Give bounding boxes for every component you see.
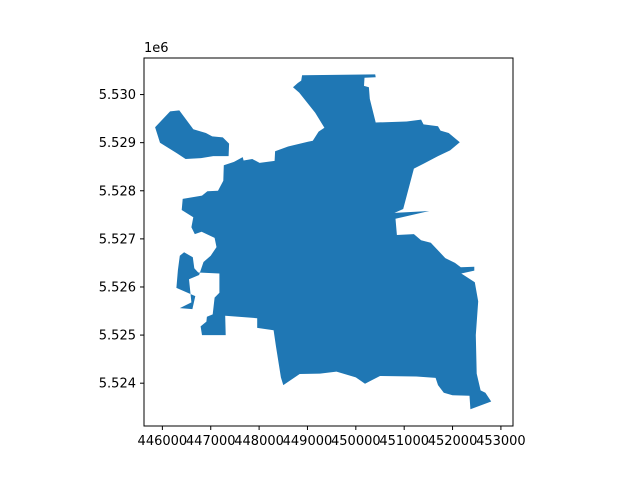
x-tick-label: 448000 [234, 434, 284, 449]
x-tick-label: 447000 [186, 434, 236, 449]
x-tick-label: 446000 [138, 434, 188, 449]
y-tick-label: 5.525 [99, 329, 136, 344]
x-tick-label: 450000 [331, 434, 381, 449]
map-shapes [155, 74, 492, 410]
y-tick-label: 5.527 [99, 232, 136, 247]
city-boundary-west-lobe [155, 110, 230, 159]
y-axis: 5.524 5.525 5.526 5.527 5.528 5.529 5.530 [99, 88, 144, 392]
plot-frame [143, 57, 514, 427]
y-tick-label: 5.530 [99, 88, 136, 103]
x-tick-label: 452000 [428, 434, 478, 449]
city-boundary-polygon [176, 74, 492, 410]
x-tick-label: 451000 [379, 434, 429, 449]
x-axis: 4460004470004480004490004500004510004520… [138, 426, 526, 449]
y-tick-label: 5.524 [99, 377, 136, 392]
x-tick-label: 449000 [283, 434, 333, 449]
y-axis-offset-label: 1e6 [144, 41, 169, 56]
y-tick-label: 5.528 [99, 184, 136, 199]
y-tick-label: 5.526 [99, 280, 136, 295]
y-tick-label: 5.529 [99, 136, 136, 151]
x-tick-label: 453000 [476, 434, 526, 449]
